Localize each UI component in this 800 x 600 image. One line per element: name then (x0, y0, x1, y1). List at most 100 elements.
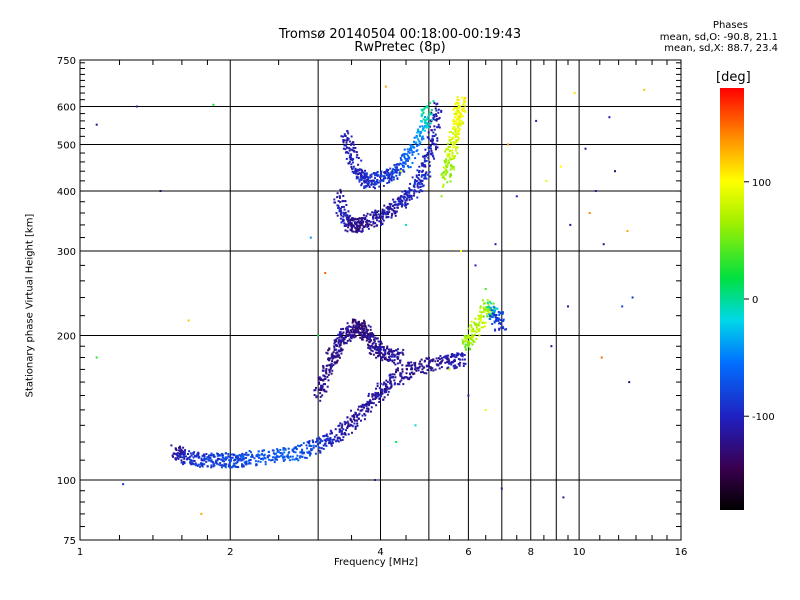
data-point (242, 464, 245, 467)
data-point (412, 185, 415, 188)
data-point (425, 124, 428, 127)
colorbar-tick-label: -100 (752, 412, 775, 423)
data-point (395, 210, 398, 213)
data-point (408, 198, 411, 201)
data-point (357, 408, 360, 411)
data-point (435, 115, 438, 118)
data-point (352, 172, 355, 174)
data-point (464, 340, 467, 343)
data-point (515, 195, 518, 198)
data-point (485, 306, 488, 308)
data-point (384, 171, 387, 173)
y-tick-label: 500 (57, 141, 76, 152)
data-point (339, 429, 342, 431)
data-point (327, 349, 330, 352)
data-point (339, 331, 342, 334)
data-point (320, 384, 322, 387)
data-point (389, 386, 392, 389)
data-point (390, 179, 393, 182)
data-point (491, 315, 494, 318)
data-point (410, 361, 413, 364)
data-point (170, 444, 173, 447)
data-point (383, 389, 386, 392)
data-point (320, 389, 323, 391)
data-point (461, 107, 464, 110)
data-point (277, 451, 280, 453)
data-point (215, 462, 218, 465)
data-point (280, 451, 283, 454)
data-point (384, 358, 386, 361)
data-point (474, 264, 477, 267)
data-point (354, 329, 357, 332)
data-point (323, 374, 325, 377)
data-point (426, 105, 429, 108)
x-tick-label: 1 (77, 547, 83, 558)
data-point (308, 440, 311, 442)
data-point (369, 179, 372, 182)
data-point (426, 121, 429, 124)
data-point (360, 219, 363, 222)
data-point (324, 375, 327, 378)
data-point (376, 392, 379, 395)
data-point (493, 314, 496, 316)
data-point (347, 222, 350, 225)
data-point (212, 461, 215, 464)
data-point (362, 322, 365, 325)
data-point (204, 458, 207, 461)
data-point (312, 441, 315, 444)
data-point (440, 110, 443, 113)
data-point (397, 196, 400, 199)
data-point (423, 165, 426, 168)
data-point (434, 133, 437, 136)
data-point (374, 217, 377, 220)
chart-title: Tromsø 20140504 00:18:00-00:19:43 (278, 27, 522, 42)
data-point (473, 333, 476, 336)
data-point (258, 454, 261, 457)
data-point (427, 115, 430, 118)
data-point (453, 360, 456, 362)
data-point (422, 108, 425, 111)
data-point (397, 352, 400, 355)
data-point (405, 204, 408, 206)
data-point (462, 365, 465, 367)
data-point (404, 204, 407, 207)
data-point (332, 442, 334, 445)
data-point (454, 364, 457, 367)
data-point (396, 353, 399, 356)
data-point (380, 346, 382, 349)
data-point (346, 334, 349, 337)
data-point (210, 464, 213, 467)
data-point (406, 148, 409, 151)
data-point (219, 464, 222, 467)
data-point (316, 437, 319, 440)
data-point (382, 383, 385, 386)
data-point (355, 156, 358, 159)
data-point (449, 361, 452, 364)
data-point (493, 306, 496, 309)
data-point (478, 318, 481, 321)
data-point (380, 356, 383, 359)
data-point (342, 327, 344, 330)
data-point (406, 194, 409, 197)
data-point (409, 148, 412, 151)
data-point (399, 202, 402, 204)
data-point (481, 322, 484, 325)
data-point (360, 168, 363, 171)
data-point (380, 352, 383, 355)
data-point (338, 356, 341, 359)
data-point (245, 462, 247, 465)
data-point (401, 204, 404, 207)
data-point (375, 180, 378, 183)
data-point (377, 340, 380, 343)
data-point (429, 175, 432, 178)
data-point (201, 454, 204, 457)
data-point (463, 358, 466, 361)
data-point (370, 332, 373, 334)
data-point (287, 447, 290, 450)
data-point (294, 451, 297, 454)
data-point (344, 135, 347, 137)
data-point (356, 218, 359, 220)
data-point (389, 380, 392, 383)
data-point (458, 122, 461, 125)
data-point (338, 340, 340, 343)
